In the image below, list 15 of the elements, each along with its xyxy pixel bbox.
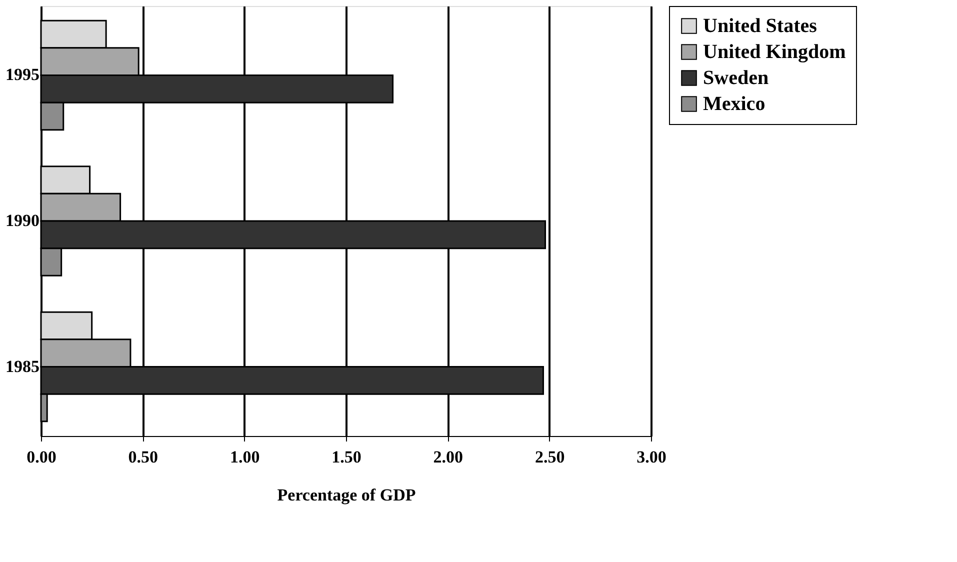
x-tick-label: 2.00 (433, 448, 464, 466)
x-tick-label: 1.50 (332, 448, 362, 466)
x-tick-label: 0.50 (128, 448, 158, 466)
x-tick-label: 0.00 (26, 448, 56, 466)
y-tick-label: 1985 (6, 356, 40, 376)
legend-label: United Kingdom (703, 41, 846, 63)
legend-label: United States (703, 15, 818, 37)
y-tick-label: 1995 (6, 65, 40, 84)
x-tick-label: 3.00 (636, 448, 666, 466)
x-tick-label: 2.50 (534, 448, 565, 466)
x-tick-label: 1.00 (230, 448, 260, 466)
x-axis-title: Percentage of GDP (277, 486, 416, 504)
legend-label: Mexico (703, 93, 766, 115)
y-tick-label: 1990 (6, 211, 40, 230)
legend-label: Sweden (703, 67, 769, 89)
